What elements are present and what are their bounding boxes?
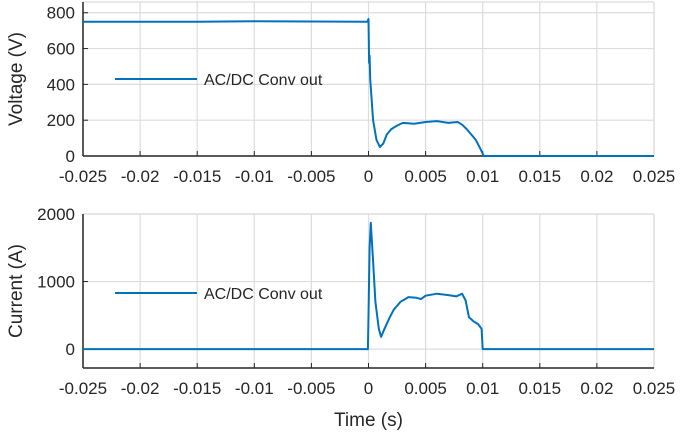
x-tick-label: 0.015 <box>519 379 562 398</box>
y-tick-label: 0 <box>66 340 75 359</box>
legend-label: AC/DC Conv out <box>204 286 323 303</box>
y-tick-label: 400 <box>47 75 75 94</box>
y-tick-label: 200 <box>47 111 75 130</box>
x-tick-label: 0 <box>364 379 373 398</box>
x-tick-label: -0.005 <box>287 379 335 398</box>
subplot-2: -0.025 -0.02 -0.015 -0.01 -0.005 0 0.005 0.01 0.… <box>6 205 675 431</box>
x-tick-label: 0.01 <box>466 167 499 186</box>
x-tick-label: 0.01 <box>466 379 499 398</box>
y-tick-label: 600 <box>47 40 75 59</box>
series-line <box>83 18 654 157</box>
legend-label: AC/DC Conv out <box>204 72 323 89</box>
y-axis-label: Current (A) <box>6 244 27 338</box>
x-tick-label: -0.01 <box>235 379 274 398</box>
x-tick-label: 0 <box>364 167 373 186</box>
x-tick-label: 0.015 <box>519 167 562 186</box>
y-tick-label: 2000 <box>37 205 75 224</box>
x-tick-label: -0.015 <box>173 167 221 186</box>
y-axis-label: Voltage (V) <box>6 32 27 126</box>
y-tick-label: 800 <box>47 4 75 23</box>
x-tick-label: 0.005 <box>404 379 447 398</box>
x-tick-label: -0.015 <box>173 379 221 398</box>
x-tick-label: 0.02 <box>580 167 613 186</box>
x-tick-label: -0.02 <box>121 379 160 398</box>
y-tick-label: 1000 <box>37 273 75 292</box>
x-tick-label: -0.005 <box>287 167 335 186</box>
subplot-1: -0.025 -0.02 -0.015 -0.01 -0.005 0 0.005 0.01 0.… <box>6 1 676 186</box>
x-axis-label: Time (s) <box>334 410 403 431</box>
x-tick-label: -0.01 <box>235 167 274 186</box>
x-tick-label: 0.025 <box>633 167 676 186</box>
x-tick-label: 0.025 <box>633 379 676 398</box>
y-tick-label: 0 <box>66 147 75 166</box>
x-tick-label: -0.025 <box>59 379 107 398</box>
x-tick-label: 0.02 <box>580 379 613 398</box>
series-line <box>83 221 654 351</box>
x-tick-label: -0.025 <box>59 167 107 186</box>
x-tick-label: -0.02 <box>121 167 160 186</box>
x-tick-label: 0.005 <box>404 167 447 186</box>
